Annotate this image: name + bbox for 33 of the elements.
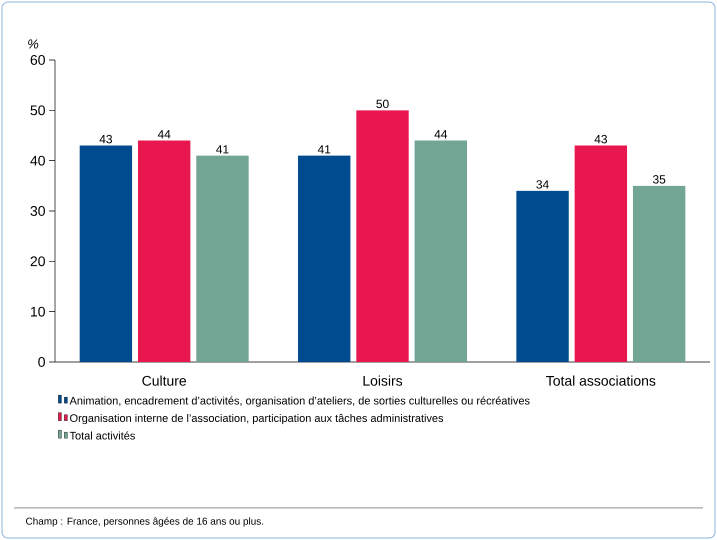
data-label: 44 bbox=[158, 130, 170, 138]
y-tick-label: 40 bbox=[30, 156, 45, 166]
data-label: 50 bbox=[376, 100, 389, 108]
data-label: 41 bbox=[216, 145, 229, 154]
bar bbox=[138, 140, 190, 362]
bar bbox=[574, 146, 628, 362]
y-tick-label: 20 bbox=[30, 256, 45, 266]
y-tick-label: 60 bbox=[30, 55, 45, 65]
legend-label: Organisation interne de l’association, participation aux tâches administratives bbox=[70, 414, 444, 424]
y-tick-label: 50 bbox=[30, 105, 45, 116]
bar bbox=[196, 156, 249, 362]
bar bbox=[80, 146, 132, 362]
data-label: 34 bbox=[536, 180, 549, 189]
bar bbox=[298, 156, 350, 362]
bar bbox=[414, 140, 468, 362]
bar bbox=[632, 186, 686, 362]
y-axis-title: % bbox=[28, 39, 38, 48]
bar bbox=[356, 110, 409, 362]
legend-label: Animation, encadrement d’activités, organisation d’ateliers, de sorties culturelles ou récréatives bbox=[70, 396, 530, 407]
y-tick-label: 0 bbox=[38, 357, 45, 367]
x-tick-label: Loisirs bbox=[363, 376, 402, 386]
data-label: 43 bbox=[594, 134, 607, 144]
data-label: 35 bbox=[652, 175, 666, 184]
data-label: 44 bbox=[434, 130, 448, 138]
y-tick-label: 30 bbox=[30, 206, 45, 216]
data-label: 41 bbox=[318, 145, 330, 154]
bar bbox=[516, 190, 569, 362]
y-tick-label: 10 bbox=[31, 306, 45, 317]
data-label: 43 bbox=[100, 134, 112, 144]
x-tick-label: Total associations bbox=[546, 376, 656, 386]
legend-label: Total activités bbox=[70, 431, 135, 440]
text: Champ : France, personnes âgées de 16 ans ou plus. bbox=[26, 517, 264, 527]
x-tick-label: Culture bbox=[142, 376, 186, 386]
